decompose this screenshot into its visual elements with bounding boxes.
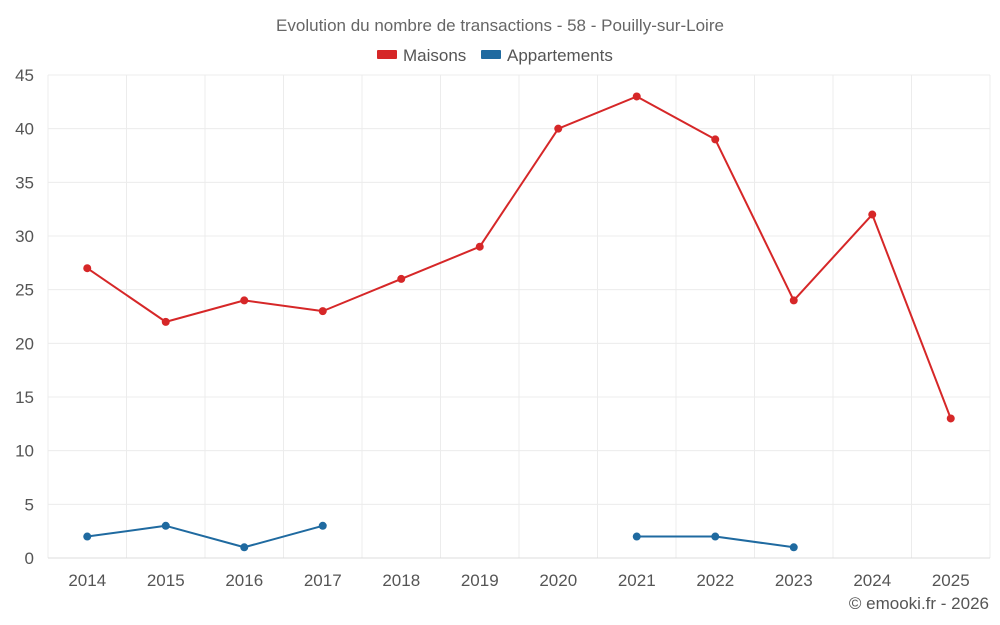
x-tick-label: 2023: [775, 571, 813, 590]
legend-label-appartements: Appartements: [507, 46, 613, 65]
y-tick-label: 20: [15, 334, 34, 353]
data-point-maisons[interactable]: [397, 274, 406, 283]
y-tick-label: 0: [25, 549, 34, 568]
series-maisons: [83, 92, 955, 423]
data-point-appartements[interactable]: [240, 543, 249, 552]
y-tick-label: 10: [15, 442, 34, 461]
x-tick-label: 2017: [304, 571, 342, 590]
legend-item-appartements[interactable]: Appartements: [481, 46, 613, 65]
y-tick-label: 5: [25, 495, 34, 514]
x-gridlines: [47, 75, 991, 558]
legend-item-maisons[interactable]: Maisons: [377, 46, 466, 65]
y-tick-label: 30: [15, 227, 34, 246]
data-point-appartements[interactable]: [632, 532, 641, 541]
y-tick-label: 45: [15, 66, 34, 85]
data-point-maisons[interactable]: [554, 124, 563, 133]
data-point-maisons[interactable]: [789, 296, 798, 305]
series-line-maisons: [86, 95, 952, 419]
data-point-maisons[interactable]: [632, 92, 641, 101]
data-point-maisons[interactable]: [318, 307, 327, 316]
x-axis-ticks: 2014 2015 2016 2017 2018 2019 2020 2021 2022 2023…: [68, 571, 969, 590]
legend-label-maisons: Maisons: [403, 46, 466, 65]
x-tick-label: 2022: [696, 571, 734, 590]
x-tick-label: 2014: [68, 571, 106, 590]
y-tick-label: 25: [15, 281, 34, 300]
credit-text: © emooki.fr - 2026: [849, 594, 989, 613]
chart-title: Evolution du nombre de transactions - 58…: [276, 16, 724, 35]
legend-swatch-maisons: [377, 50, 397, 59]
y-tick-label: 40: [15, 120, 34, 139]
data-point-appartements[interactable]: [161, 521, 170, 530]
x-tick-label: 2015: [147, 571, 185, 590]
data-point-maisons[interactable]: [475, 242, 484, 251]
data-point-appartements[interactable]: [711, 532, 720, 541]
legend: Maisons Appartements: [377, 46, 613, 65]
x-tick-label: 2020: [539, 571, 577, 590]
x-tick-label: 2018: [382, 571, 420, 590]
data-point-appartements[interactable]: [83, 532, 92, 541]
y-tick-label: 35: [15, 173, 34, 192]
series-layer: [83, 92, 955, 552]
y-tick-label: 15: [15, 388, 34, 407]
x-tick-label: 2019: [461, 571, 499, 590]
data-point-appartements[interactable]: [318, 521, 327, 530]
y-axis-ticks: 0 5 10 15 20 25 30 35 40 45: [15, 66, 34, 568]
data-point-appartements[interactable]: [789, 543, 798, 552]
data-point-maisons[interactable]: [161, 317, 170, 326]
x-tick-label: 2025: [932, 571, 970, 590]
legend-swatch-appartements: [481, 50, 501, 59]
series-line-appartements: [87, 524, 324, 549]
x-tick-label: 2024: [853, 571, 891, 590]
x-tick-label: 2016: [225, 571, 263, 590]
series-appartements: [83, 521, 798, 552]
data-point-maisons[interactable]: [83, 264, 92, 273]
data-point-maisons[interactable]: [240, 296, 249, 305]
data-point-maisons[interactable]: [946, 414, 955, 423]
data-point-maisons[interactable]: [868, 210, 877, 219]
data-point-maisons[interactable]: [711, 135, 720, 144]
x-tick-label: 2021: [618, 571, 656, 590]
